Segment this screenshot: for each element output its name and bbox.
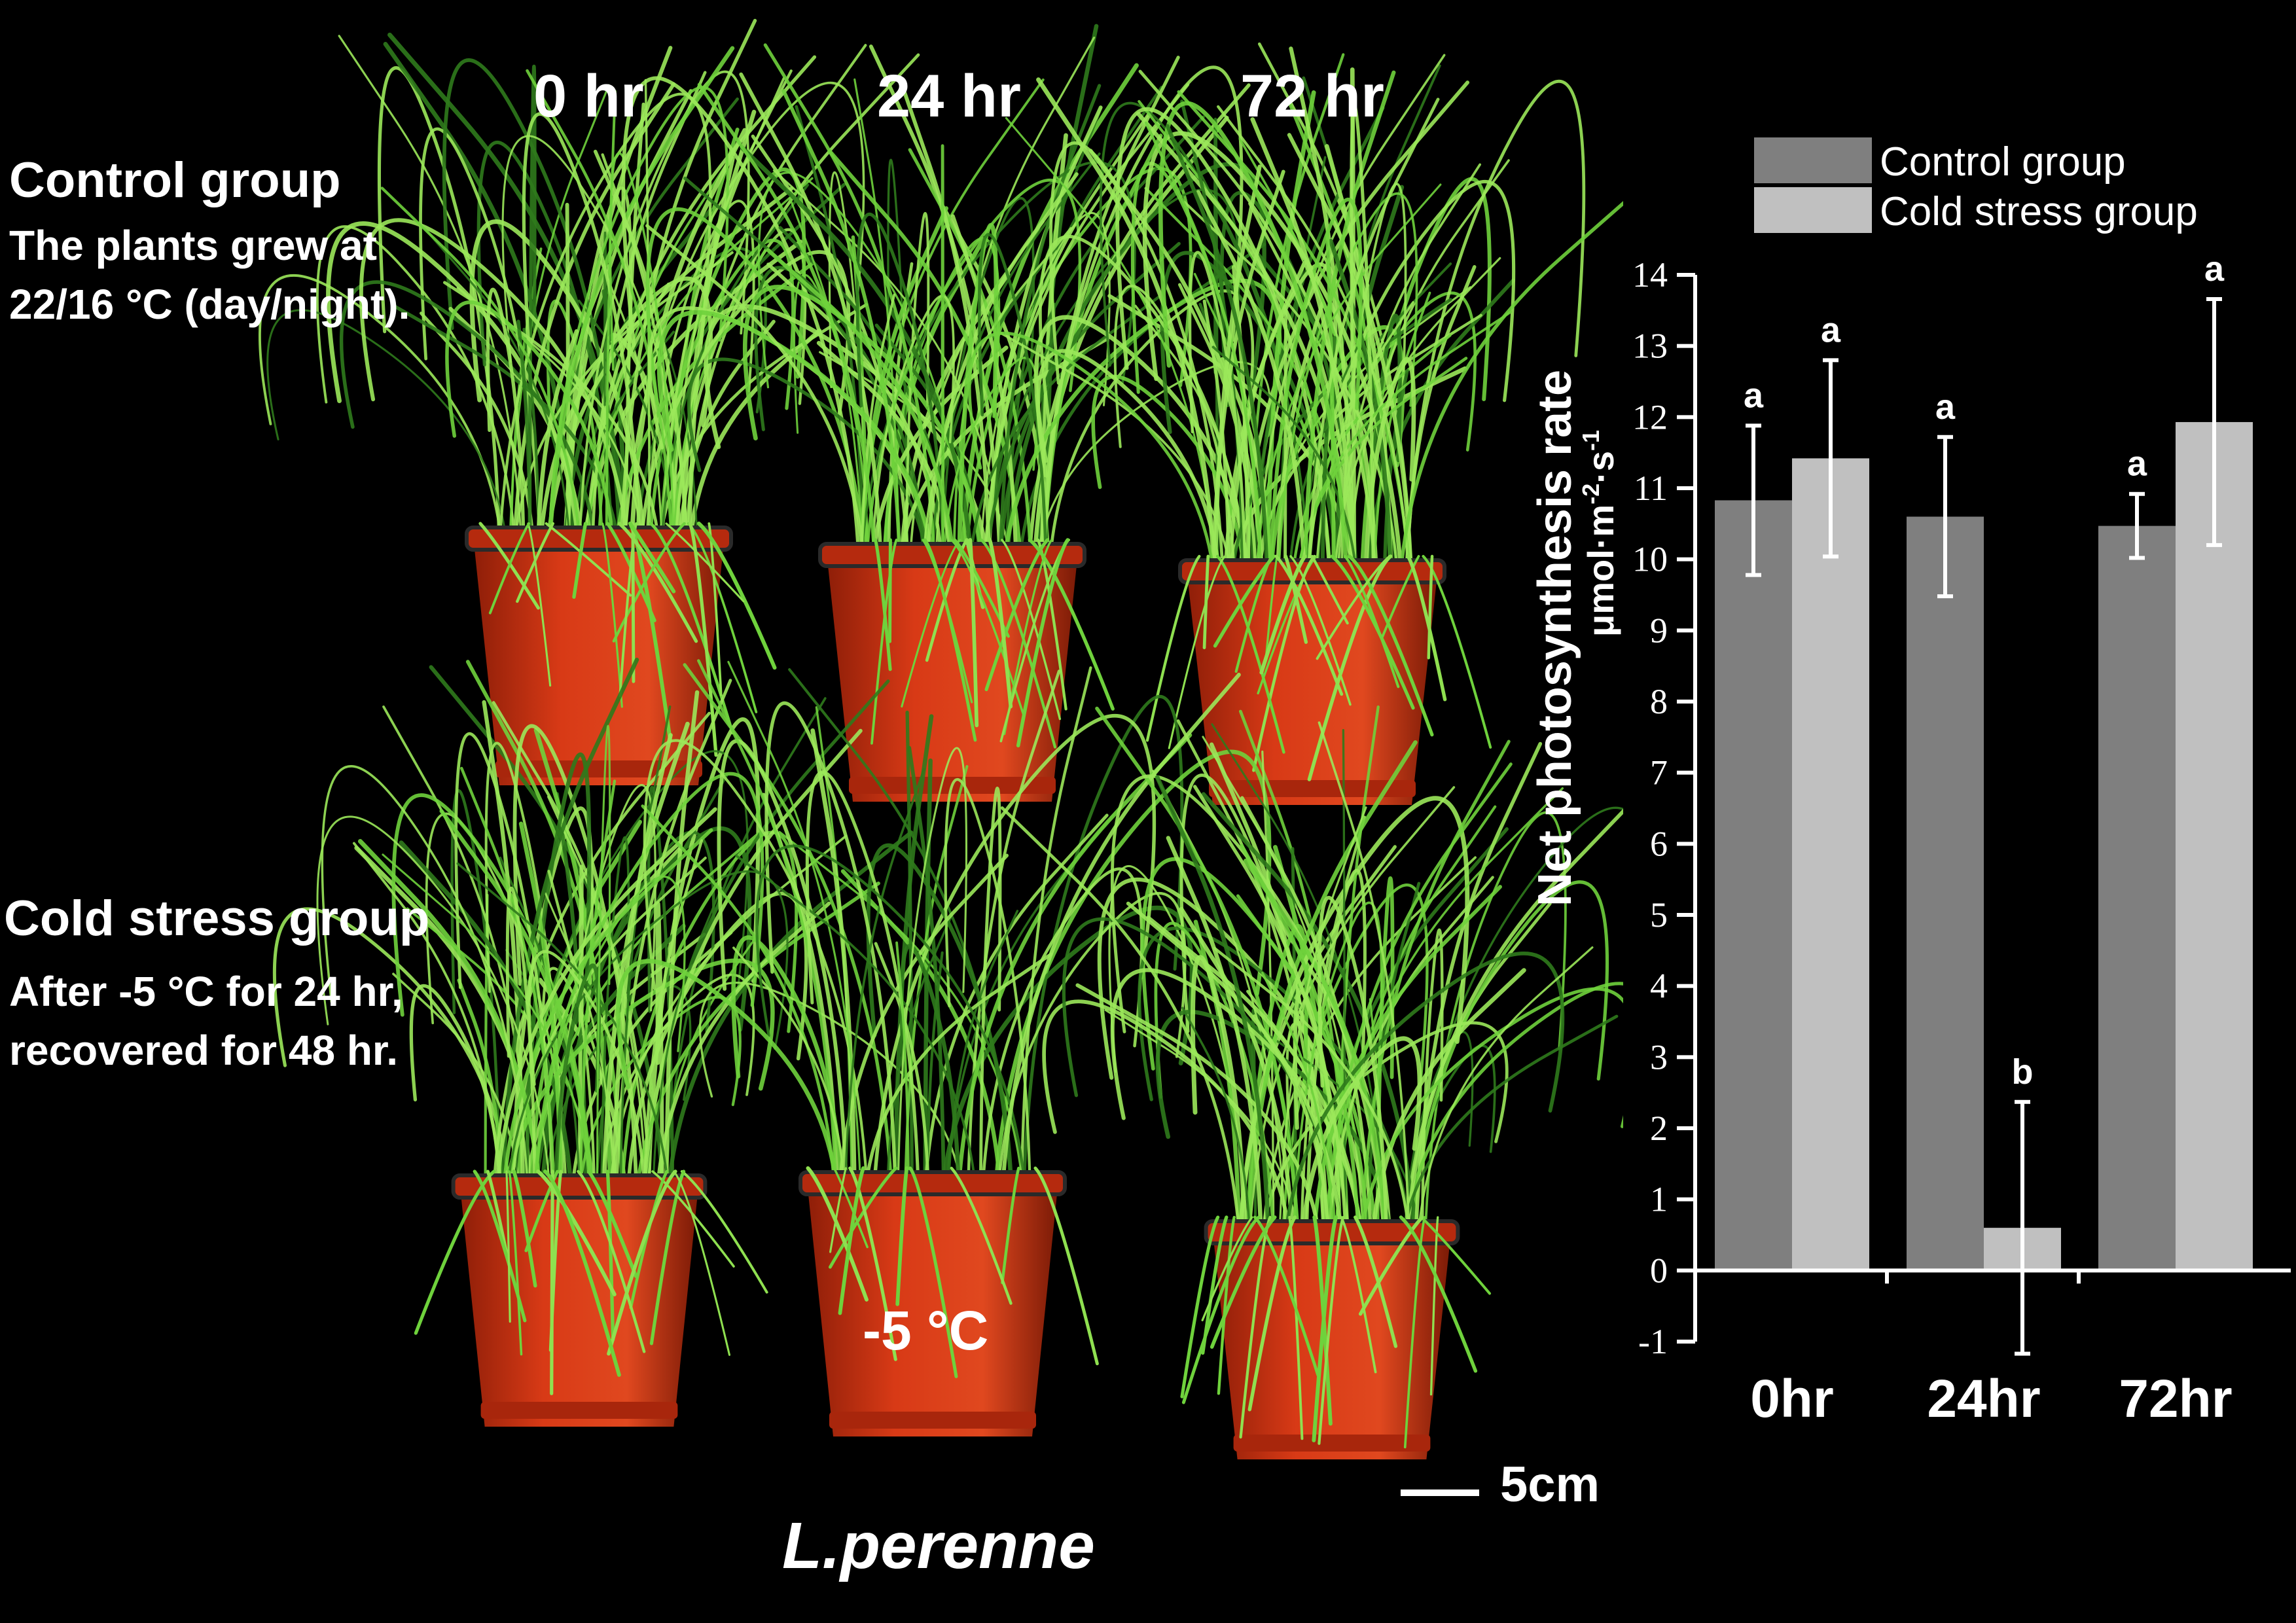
- legend-swatch-1: [1754, 187, 1872, 233]
- y-tick-label-13: 13: [1632, 327, 1668, 366]
- control-group-title: Control group: [9, 152, 341, 208]
- y-tick-label-4: 4: [1650, 967, 1668, 1006]
- plant-cold-24hr-grass-front: [806, 1166, 1099, 1378]
- y-tick-label-11: 11: [1634, 469, 1668, 508]
- y-tick-label-7: 7: [1650, 753, 1668, 793]
- plant-control-0hr-pot: [473, 537, 725, 785]
- scale-bar-label: 5cm: [1500, 1457, 1600, 1512]
- x-tick-label-72hr: 72hr: [2119, 1369, 2232, 1429]
- legend-swatch-0: [1754, 137, 1872, 183]
- y-tick-label-0: 0: [1650, 1251, 1668, 1290]
- plant-cold-24hr: [616, 659, 1272, 1436]
- plant-control-72hr-grass: [967, 43, 1623, 579]
- bar-cold-stress-group-72hr: [2176, 421, 2253, 1271]
- cold-group-title: Cold stress group: [4, 891, 430, 946]
- bars-layer: a a a b a a: [1715, 249, 2253, 1356]
- y-tick-label-14: 14: [1632, 255, 1668, 294]
- bar-control-group-0hr: [1715, 500, 1792, 1271]
- y-tick-label-8: 8: [1650, 682, 1668, 721]
- significance-letter-1-0: a: [1821, 310, 1841, 349]
- plant-control-24hr-grass-front: [870, 538, 1115, 749]
- y-tick-label-1: 1: [1650, 1180, 1668, 1219]
- legend-label-1: Cold stress group: [1880, 189, 2198, 234]
- y-tick-label--1: -1: [1638, 1322, 1668, 1361]
- y-tick-label-5: 5: [1650, 895, 1668, 935]
- plant-control-24hr-pot-rim: [818, 542, 1086, 568]
- y-tick-label-2: 2: [1650, 1109, 1668, 1148]
- plant-cold-24hr-pot: [807, 1181, 1058, 1436]
- significance-letter-1-1: b: [2012, 1052, 2034, 1092]
- y-tick-label-6: 6: [1650, 824, 1668, 863]
- y-axis-label: Net photosynthesis rate: [1529, 370, 1581, 906]
- plant-cold-24hr-grass: [616, 659, 1272, 1190]
- species-name: L.perenne: [782, 1509, 1095, 1582]
- control-group-desc-line1: The plants grew at: [9, 222, 377, 269]
- control-group-desc-line2: 22/16 °C (day/night).: [9, 281, 410, 328]
- plant-cold-0hr-pot-base: [480, 1402, 678, 1419]
- plant-control-72hr-grass-front: [1145, 554, 1492, 781]
- y-tick-label-3: 3: [1650, 1037, 1668, 1077]
- y-tick-label-9: 9: [1650, 611, 1668, 650]
- column-label-0hr: 0 hr: [533, 63, 644, 130]
- legend-label-0: Control group: [1880, 139, 2126, 185]
- significance-letter-0-0: a: [1744, 376, 1764, 415]
- plant-control-0hr-grass: [259, 18, 920, 546]
- plant-cold-72hr: [1000, 705, 1623, 1459]
- cold-group-desc-line1: After -5 °C for 24 hr,: [9, 968, 403, 1015]
- significance-letter-0-2: a: [2127, 444, 2147, 484]
- bar-cold-stress-group-0hr: [1792, 458, 1869, 1271]
- y-axis-unit-label: μmol·m-2·s-1: [1577, 430, 1621, 637]
- plant-cold-0hr-pot: [459, 1185, 699, 1427]
- scale-bar: [1401, 1489, 1479, 1496]
- plant-cold-0hr-grass-front: [414, 1169, 768, 1395]
- cold-group-desc-line2: recovered for 48 hr.: [9, 1027, 399, 1074]
- column-label-72hr: 72 hr: [1240, 63, 1384, 130]
- plant-photographs: [259, 18, 1623, 1459]
- plant-cold-0hr: [272, 657, 914, 1427]
- plant-control-0hr: [259, 18, 920, 785]
- column-label-24hr: 24 hr: [877, 63, 1021, 130]
- bar-control-group-24hr: [1907, 516, 1984, 1271]
- significance-letter-1-2: a: [2204, 249, 2225, 289]
- y-tick-label-10: 10: [1632, 540, 1668, 579]
- pot-temperature-label: -5 °C: [863, 1300, 989, 1361]
- plant-cold-24hr-pot-rim: [798, 1170, 1067, 1196]
- bar-control-group-72hr: [2098, 526, 2176, 1271]
- plant-cold-0hr-grass: [272, 657, 914, 1194]
- plant-cold-24hr-pot-base: [829, 1412, 1036, 1429]
- photo-panel: 0 hr 24 hr 72 hr Control group The plant…: [4, 18, 1623, 1582]
- x-tick-label-24hr: 24hr: [1927, 1369, 2040, 1429]
- significance-letter-0-1: a: [1935, 387, 1956, 427]
- plant-cold-72hr-grass: [1000, 705, 1623, 1240]
- y-tick-label-12: 12: [1632, 397, 1668, 437]
- plant-cold-72hr-pot-base: [1233, 1435, 1431, 1452]
- plant-cold-72hr-grass-front: [1180, 1215, 1492, 1449]
- plant-control-0hr-grass-front: [478, 522, 777, 757]
- plant-control-72hr: [967, 43, 1623, 805]
- x-tick-label-0hr: 0hr: [1750, 1369, 1834, 1429]
